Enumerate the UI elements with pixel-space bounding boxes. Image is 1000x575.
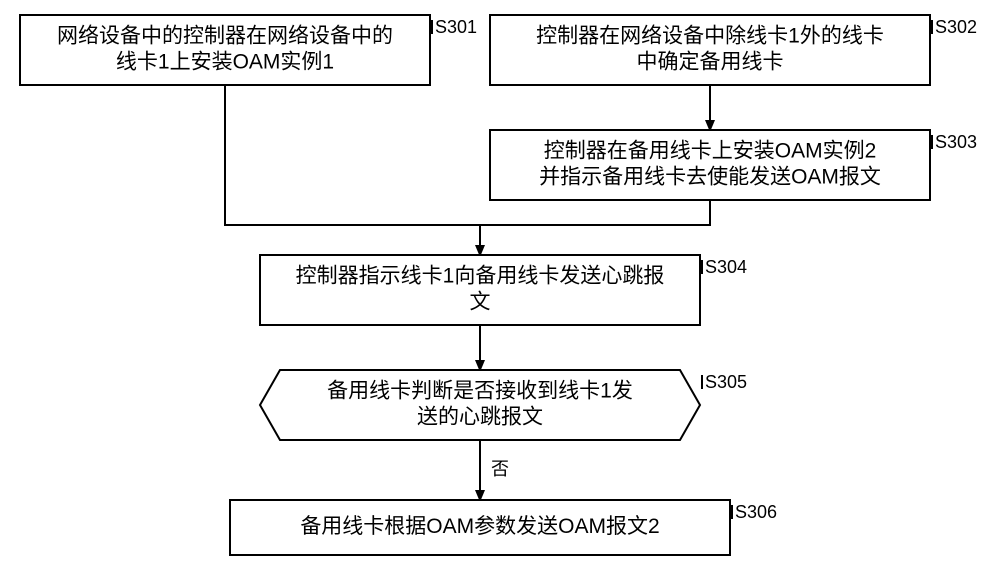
flow-node-text-s302-l1: 中确定备用线卡 (637, 51, 784, 74)
flow-node-text-s304-l1: 文 (470, 291, 491, 314)
step-label-s304: S304 (705, 257, 747, 277)
step-label-s303: S303 (935, 132, 977, 152)
step-label-s301: S301 (435, 17, 477, 37)
flow-node-text-s303-l1: 并指示备用线卡去使能发送OAM报文 (539, 166, 881, 189)
flow-node-text-s304-l0: 控制器指示线卡1向备用线卡发送心跳报 (296, 265, 665, 288)
step-label-s306: S306 (735, 502, 777, 522)
flow-node-text-s305-l1: 送的心跳报文 (417, 406, 543, 429)
flow-node-text-s306-l0: 备用线卡根据OAM参数发送OAM报文2 (300, 515, 659, 538)
step-label-s302: S302 (935, 17, 977, 37)
step-label-s305: S305 (705, 372, 747, 392)
flow-node-text-s301-l0: 网络设备中的控制器在网络设备中的 (57, 25, 393, 48)
edge-label: 否 (491, 459, 509, 479)
flow-node-text-s305-l0: 备用线卡判断是否接收到线卡1发 (327, 380, 633, 403)
flow-node-text-s303-l0: 控制器在备用线卡上安装OAM实例2 (544, 140, 877, 163)
flow-node-text-s301-l1: 线卡1上安装OAM实例1 (116, 51, 334, 74)
flow-node-text-s302-l0: 控制器在网络设备中除线卡1外的线卡 (536, 25, 884, 48)
